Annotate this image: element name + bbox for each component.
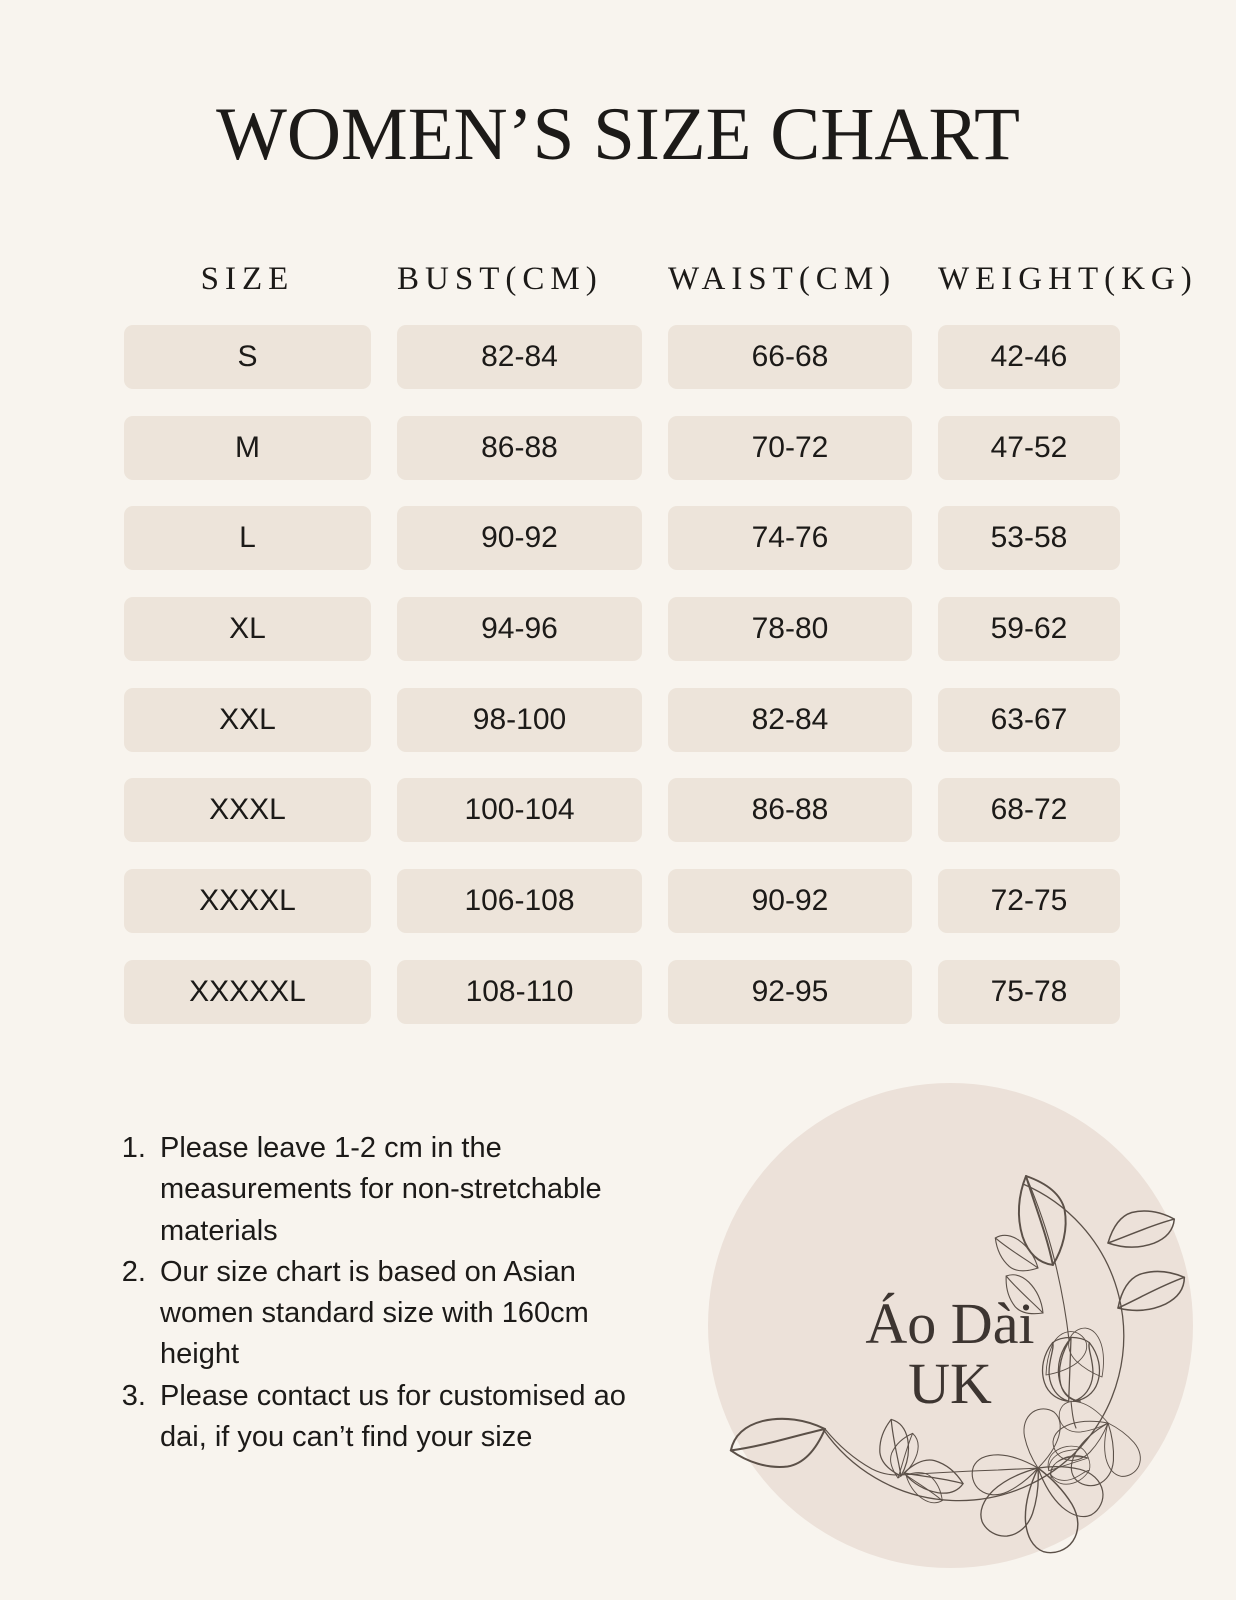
- svg-text:UK: UK: [908, 1351, 992, 1416]
- svg-text:Áo Dài: Áo Dài: [865, 1291, 1034, 1356]
